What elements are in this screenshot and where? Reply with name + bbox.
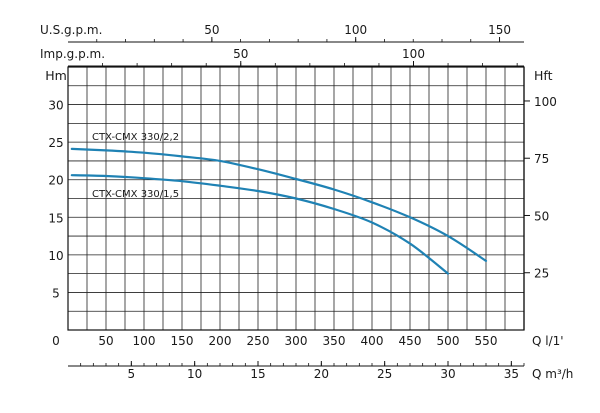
lmin-tick-label: 150 xyxy=(171,334,194,348)
hm-tick-label: 30 xyxy=(48,99,63,113)
imp-gpm-tick-label: 50 xyxy=(233,47,248,61)
hft-tick-label: 25 xyxy=(534,267,549,281)
series-label-330-2-2: CTX-CMX 330/2,2 xyxy=(92,132,179,143)
hft-tick-label: 100 xyxy=(534,95,557,109)
lmin-tick-label: 100 xyxy=(133,334,156,348)
m3h-tick-label: 5 xyxy=(128,367,136,381)
axis-labels: 5 10 15 20 25 30 Hm 25 50 75 100 Hft 0 50 100 150 200 250… xyxy=(40,23,573,381)
lmin-tick-label: 250 xyxy=(247,334,270,348)
hm-tick-label: 5 xyxy=(52,286,60,300)
series-label-330-1-5: CTX-CMX 330/1,5 xyxy=(92,189,179,200)
hft-tick-label: 50 xyxy=(534,209,549,223)
m3h-tick-label: 30 xyxy=(440,367,455,381)
m3h-axis-label: Q m³/h xyxy=(532,367,573,381)
m3h-tick-label: 10 xyxy=(187,367,202,381)
hm-tick-label: 10 xyxy=(48,249,63,263)
lmin-tick-label: 300 xyxy=(285,334,308,348)
hm-axis-label: Hm xyxy=(45,68,67,83)
lmin-tick-label: 550 xyxy=(475,334,498,348)
lmin-axis-label: Q l/1' xyxy=(532,334,564,348)
us-gpm-tick-label: 150 xyxy=(488,23,511,37)
lmin-tick-label: 500 xyxy=(437,334,460,348)
lmin-tick-label: 350 xyxy=(323,334,346,348)
hm-tick-label: 20 xyxy=(48,174,63,188)
imp-gpm-tick-label: 100 xyxy=(402,47,425,61)
imp-gpm-axis-label: Imp.g.p.m. xyxy=(40,47,105,61)
us-gpm-tick-label: 100 xyxy=(344,23,367,37)
plot-frame xyxy=(67,37,530,367)
m3h-tick-label: 20 xyxy=(314,367,329,381)
lmin-tick-label: 400 xyxy=(361,334,384,348)
hft-axis-label: Hft xyxy=(534,68,553,83)
lmin-tick-label: 50 xyxy=(98,334,113,348)
series-curve-330-2-2 xyxy=(70,147,488,262)
us-gpm-axis-label: U.S.g.p.m. xyxy=(40,23,102,37)
us-gpm-tick-label: 50 xyxy=(204,23,219,37)
hm-tick-label: 25 xyxy=(48,136,63,150)
series-curves xyxy=(70,147,488,275)
m3h-tick-label: 25 xyxy=(377,367,392,381)
m3h-tick-label: 35 xyxy=(504,367,519,381)
hft-tick-label: 75 xyxy=(534,152,549,166)
hm-tick-label: 15 xyxy=(48,211,63,225)
series-curve-330-1-5 xyxy=(70,174,450,275)
lmin-tick-label: 200 xyxy=(209,334,232,348)
lmin-tick-label: 0 xyxy=(52,334,60,348)
lmin-tick-label: 450 xyxy=(399,334,422,348)
m3h-tick-label: 15 xyxy=(250,367,265,381)
